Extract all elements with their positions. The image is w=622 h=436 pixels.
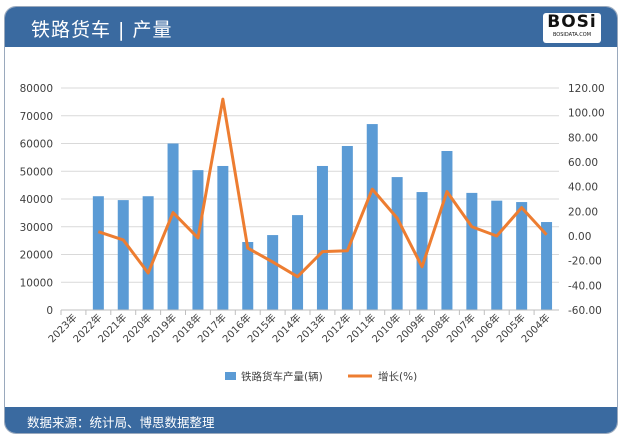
left-tick-label: 20000 <box>20 250 53 262</box>
bar <box>416 192 428 310</box>
legend-label-bar: 铁路货车产量(辆) <box>241 370 323 383</box>
left-tick-label: 80000 <box>20 83 53 95</box>
right-tick-label: 40.00 <box>568 182 598 194</box>
left-tick-label: 40000 <box>20 194 53 206</box>
bar <box>366 124 378 310</box>
bar <box>92 196 104 310</box>
header-bar: 铁路货车 | 产量 BOSi BOSIDATA.COM <box>5 7 617 47</box>
bar <box>217 165 229 310</box>
bar <box>541 222 553 310</box>
left-tick-label: 60000 <box>20 139 53 151</box>
right-tick-label: -20.00 <box>568 256 602 268</box>
bar <box>167 143 179 310</box>
bar <box>117 200 129 310</box>
left-tick-label: 0 <box>46 305 53 317</box>
left-tick-label: 10000 <box>20 277 53 289</box>
bar <box>441 150 453 310</box>
bar <box>491 200 503 310</box>
left-tick-label: 70000 <box>20 111 53 123</box>
bar <box>267 235 279 310</box>
right-tick-label: 20.00 <box>568 206 598 218</box>
right-tick-label: 100.00 <box>568 108 605 120</box>
left-tick-label: 50000 <box>20 166 53 178</box>
bar <box>242 242 254 310</box>
legend-swatch-bar <box>225 372 236 380</box>
right-tick-label: 0.00 <box>568 231 591 243</box>
data-source: 数据来源：统计局、博思数据整理 <box>27 415 215 430</box>
bar <box>466 192 478 310</box>
left-tick-label: 30000 <box>20 222 53 234</box>
bar <box>142 196 154 310</box>
right-tick-label: -40.00 <box>568 280 602 292</box>
chart-card: 铁路货车 | 产量 BOSi BOSIDATA.COM 数据来源：统计局、博思数… <box>4 6 618 434</box>
bar <box>316 165 328 310</box>
bar <box>341 145 353 310</box>
right-tick-label: -60.00 <box>568 305 602 317</box>
right-tick-label: 80.00 <box>568 132 598 144</box>
footer-bar: 数据来源：统计局、博思数据整理 <box>5 407 617 433</box>
bar <box>292 215 304 310</box>
bar <box>192 170 204 310</box>
bosi-logo: BOSi BOSIDATA.COM <box>543 13 601 43</box>
growth-line <box>97 97 548 279</box>
bar <box>516 202 528 310</box>
bar <box>391 177 403 310</box>
right-tick-label: 120.00 <box>568 83 605 95</box>
page-title: 铁路货车 | 产量 <box>31 19 173 41</box>
logo-subtext: BOSIDATA.COM <box>552 32 592 38</box>
legend-label-line: 增长(%) <box>378 370 417 383</box>
right-tick-label: 60.00 <box>568 157 598 169</box>
logo-text: BOSi <box>547 12 597 32</box>
